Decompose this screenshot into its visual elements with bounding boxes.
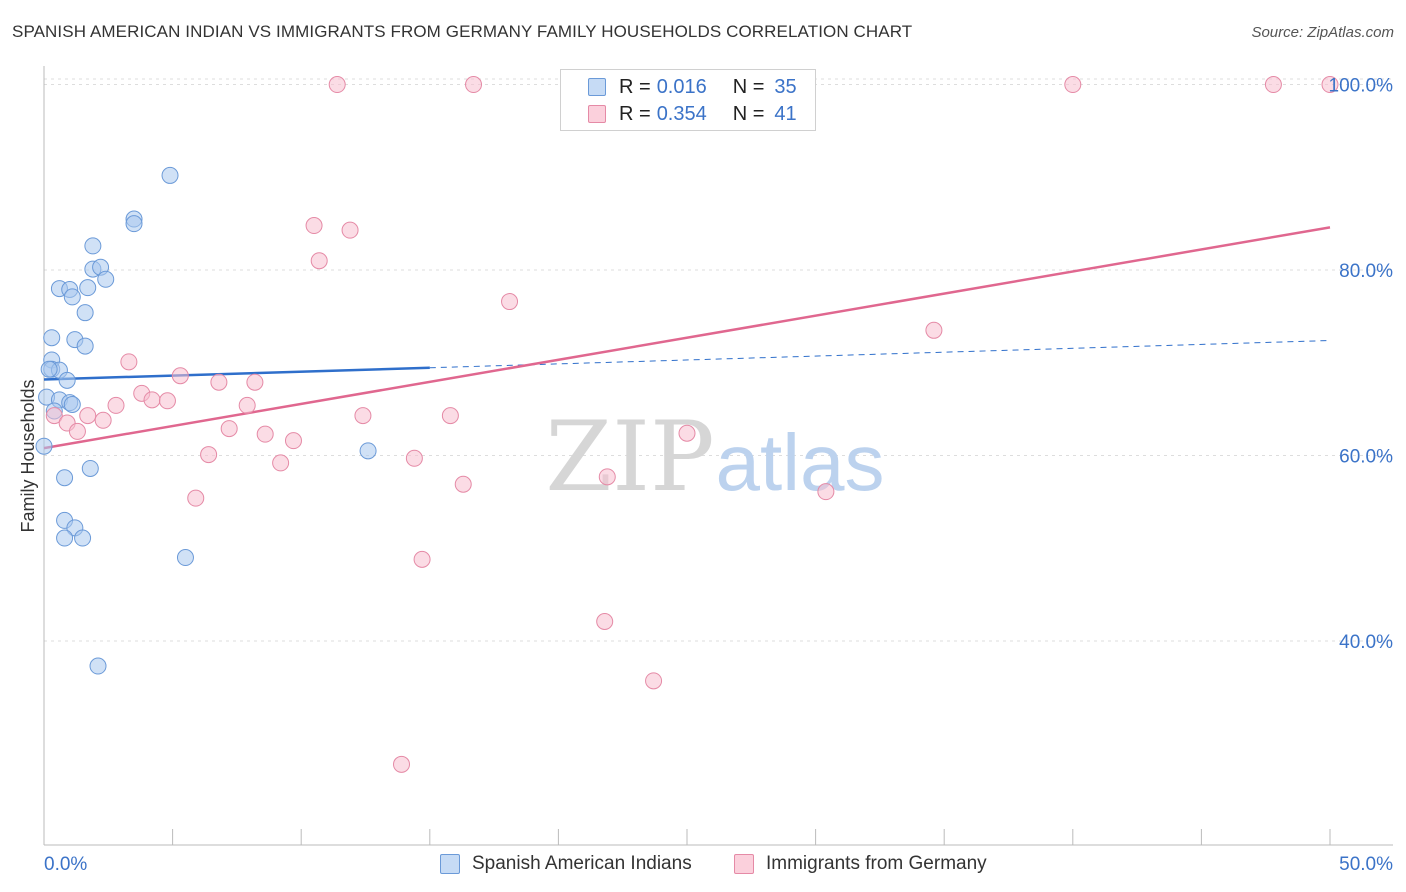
chart-title: SPANISH AMERICAN INDIAN VS IMMIGRANTS FR… [12,22,913,41]
data-points [35,76,1339,773]
scatter-point [125,215,143,233]
scatter-point [441,407,459,425]
scatter-point [305,217,323,235]
scatter-point [925,321,943,339]
x-tick-label-right: 50.0% [1339,854,1393,875]
y-tick-label: 100.0% [1329,76,1394,97]
scatter-point [143,391,161,409]
trend-line-solid [43,366,430,381]
scatter-point [56,469,74,487]
scatter-point [354,407,372,425]
bottom-legend-label: Spanish American Indians [472,853,692,874]
scatter-point [161,166,179,184]
y-tick-label: 80.0% [1339,261,1393,282]
scatter-point [200,446,218,464]
scatter-point [45,407,63,425]
y-axis-label: Family Households [18,379,38,532]
scatter-point [413,550,431,568]
y-tick-label: 40.0% [1339,632,1393,653]
scatter-point [76,304,94,322]
scatter-point [58,371,76,389]
scatter-point [94,411,112,429]
bottom-legend-swatch-blue [440,854,460,874]
x-tick-label-left: 0.0% [44,854,87,875]
trend-line-dashed [429,340,1331,369]
legend-n-label: N = [732,75,765,98]
legend-swatch-pink [588,105,606,123]
scatter-point [1321,76,1339,94]
watermark: ZIP atlas [545,401,884,513]
scatter-point [171,367,189,385]
scatter-point [678,424,696,442]
scatter-point [465,76,483,94]
scatter-point [272,454,290,472]
scatter-point [84,237,102,255]
scatter-point [74,529,92,547]
scatter-point [79,407,97,425]
scatter-point [63,395,81,413]
scatter-point [63,288,81,306]
scatter-point [1064,76,1082,94]
trend-lines [43,226,1331,450]
legend-n-value: 35 [774,75,797,98]
legend-r-label: R = [619,75,651,98]
grid-lines [44,78,1393,642]
scatter-point [256,425,274,443]
scatter-point [187,489,205,507]
scatter-point [328,76,346,94]
scatter-point [454,475,472,493]
legend-row-spanish: R = 0.016 N = 35 [588,75,797,99]
legend-r-label: R = [619,102,651,125]
scatter-point [158,392,176,410]
bottom-legend-swatch-pink [734,854,754,874]
y-tick-labels: 40.0% 60.0% 80.0% 100.0% [1329,76,1394,653]
scatter-point [79,279,97,297]
y-tick-label: 60.0% [1339,447,1393,468]
watermark-zip: ZIP [545,401,714,513]
legend-n-value: 41 [774,102,797,125]
scatter-point [596,613,614,631]
scatter-point [120,353,138,371]
scatter-point [405,449,423,467]
scatter-point [56,529,74,547]
scatter-point [68,422,86,440]
legend-row-germany: R = 0.354 N = 41 [588,102,797,126]
scatter-point [341,221,359,239]
stats-legend: R = 0.016 N = 35 R = 0.354 N = 41 [560,69,816,131]
scatter-point [817,483,835,501]
scatter-point [645,672,663,690]
scatter-point [76,337,94,355]
legend-r-value: 0.016 [656,75,707,98]
scatter-point [43,329,61,347]
scatter-point [501,293,519,311]
scatter-point [97,270,115,288]
scatter-point [220,420,238,438]
source-label: Source: ZipAtlas.com [1251,24,1394,41]
bottom-legend-spanish: Spanish American Indians [440,852,692,876]
scatter-point [246,373,264,391]
scatter-point [310,252,328,270]
legend-swatch-blue [588,78,606,96]
bottom-legend-label: Immigrants from Germany [766,853,987,874]
scatter-point [393,755,411,773]
trend-line-solid [43,226,1331,450]
legend-n-label: N = [732,102,765,125]
scatter-point [40,360,58,378]
watermark-atlas: atlas [716,418,885,507]
scatter-point [1264,76,1282,94]
scatter-point [81,459,99,477]
scatter-point [35,437,53,455]
scatter-point [359,442,377,460]
scatter-point [238,396,256,414]
bottom-legend-germany: Immigrants from Germany [734,852,987,876]
scatter-point [598,468,616,486]
axes [43,66,1393,846]
scatter-point [89,657,107,675]
scatter-point [107,396,125,414]
scatter-point [176,549,194,567]
scatter-point [284,432,302,450]
legend-r-value: 0.354 [656,102,707,125]
scatter-point [210,373,228,391]
